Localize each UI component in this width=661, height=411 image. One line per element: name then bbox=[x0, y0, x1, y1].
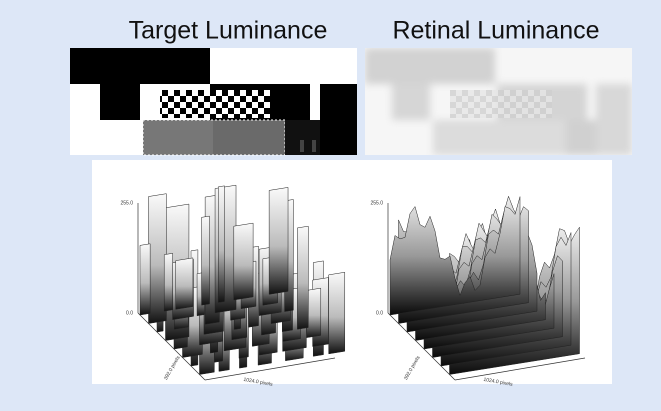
slab bbox=[328, 271, 346, 355]
x-axis-label: 1024.0 pixels bbox=[483, 377, 514, 388]
z-max-label: 255.0 bbox=[120, 200, 133, 206]
target-image bbox=[70, 48, 357, 156]
z-min-label: 0.0 bbox=[126, 310, 133, 316]
slab bbox=[297, 225, 309, 330]
slab bbox=[175, 257, 194, 310]
axis-line bbox=[137, 312, 206, 381]
slab bbox=[201, 215, 210, 306]
slab bbox=[148, 193, 167, 324]
slab bbox=[306, 287, 322, 338]
x-axis-label: 1024.0 pixels bbox=[243, 377, 274, 388]
z-max-label: 255.0 bbox=[370, 200, 383, 206]
slab bbox=[268, 187, 289, 295]
slab bbox=[233, 222, 254, 301]
axis-line bbox=[204, 357, 336, 381]
surface bbox=[389, 196, 521, 316]
panel-title: Target Luminance bbox=[129, 17, 328, 45]
axis-line bbox=[454, 357, 586, 381]
panel-title: Retinal Luminance bbox=[392, 17, 599, 45]
slab bbox=[163, 253, 173, 312]
slab bbox=[139, 243, 151, 316]
axis-line bbox=[387, 312, 456, 381]
z-min-label: 0.0 bbox=[376, 310, 383, 316]
retinal-image bbox=[365, 48, 632, 155]
slab bbox=[218, 185, 225, 303]
